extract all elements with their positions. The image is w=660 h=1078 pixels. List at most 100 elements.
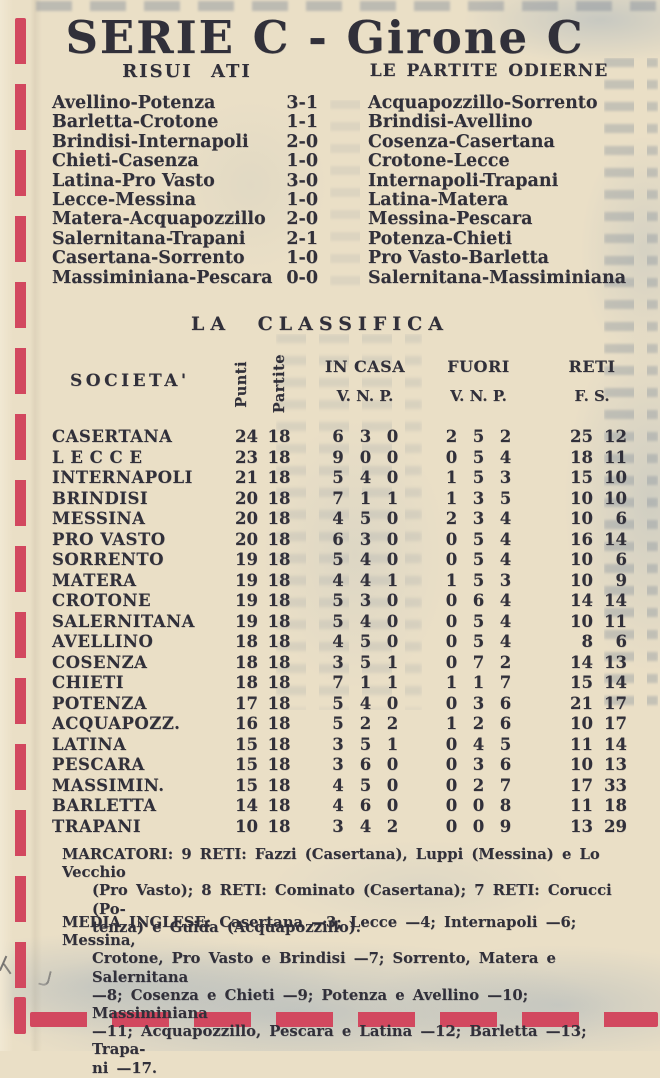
away-losses: 5 — [499, 734, 512, 754]
average-line: MEDIA INGLESE: Casertana —3; Lecce —4; I… — [62, 914, 577, 950]
away-wins: 0 — [445, 734, 458, 754]
fixture-row: Cosenza-Casertana — [368, 131, 638, 152]
standings-row: POTENZA 17 18 5 4 0 0 3 6 21 17 — [52, 694, 627, 715]
fixture-teams: Potenza-Chieti — [368, 228, 513, 249]
result-teams: Barletta-Crotone — [52, 112, 219, 133]
away-draws: 4 — [472, 734, 485, 754]
goals-for: 15 — [570, 673, 593, 692]
home-losses: 0 — [386, 447, 399, 467]
away-losses: 4 — [499, 529, 512, 549]
home-wins: 4 — [332, 570, 344, 590]
home-losses: 0 — [386, 550, 399, 569]
points: 21 — [235, 468, 258, 487]
home-draws: 5 — [359, 632, 372, 651]
results-heading: RISUI ATI — [122, 61, 252, 82]
away-wins: 1 — [445, 570, 458, 590]
column-header-club: SOCIETA' — [70, 371, 190, 391]
goals-against: 14 — [604, 734, 627, 754]
club-name: PRO VASTO — [52, 529, 166, 549]
fixture-teams: Cosenza-Casertana — [368, 131, 555, 152]
standings-row: L E C C E 23 18 9 0 0 0 5 4 18 11 — [52, 448, 627, 469]
played: 18 — [267, 714, 291, 733]
points: 19 — [235, 611, 258, 631]
home-draws: 5 — [359, 652, 372, 672]
result-teams: Brindisi-Internapoli — [52, 131, 249, 152]
played: 18 — [267, 447, 291, 467]
standings-row: INTERNAPOLI 21 18 5 4 0 1 5 3 15 10 — [52, 468, 627, 489]
played: 18 — [267, 632, 291, 651]
column-subheader-home-wdl: V. N. P. — [336, 387, 394, 405]
away-losses: 9 — [499, 816, 512, 836]
away-wins: 0 — [445, 632, 458, 651]
goals-for: 18 — [570, 447, 593, 467]
standings-row: ACQUAPOZZ. 16 18 5 2 2 1 2 6 10 17 — [52, 714, 627, 735]
away-draws: 3 — [472, 755, 485, 774]
away-wins: 0 — [445, 816, 458, 836]
goals-against: 29 — [604, 816, 627, 836]
standings-row: SALERNITANA 19 18 5 4 0 0 5 4 10 11 — [52, 612, 627, 633]
result-row: Brindisi-Internapoli 2-0 — [52, 131, 318, 152]
standings-row: PRO VASTO 20 18 6 3 0 0 5 4 16 14 — [52, 530, 627, 551]
standings-row: MESSINA 20 18 4 5 0 2 3 4 10 6 — [52, 509, 627, 530]
standings-row: PESCARA 15 18 3 6 0 0 3 6 10 13 — [52, 755, 627, 776]
goals-for: 10 — [570, 755, 593, 774]
standings-row: SORRENTO 19 18 5 4 0 0 5 4 10 6 — [52, 550, 627, 571]
goals-for: 14 — [570, 652, 593, 672]
column-header-away: FUORI — [447, 357, 510, 376]
points: 15 — [235, 755, 258, 774]
goals-against: 17 — [604, 693, 627, 713]
away-wins: 0 — [445, 529, 458, 549]
away-wins: 1 — [445, 488, 458, 508]
goals-against: 17 — [604, 714, 627, 733]
away-wins: 0 — [445, 447, 458, 467]
standings-heading: LA CLASSIFICA — [190, 313, 450, 335]
club-name: CROTONE — [52, 591, 152, 610]
fixture-row: Internapoli-Trapani — [368, 171, 638, 191]
away-draws: 5 — [472, 611, 485, 631]
goals-against: 33 — [604, 775, 627, 795]
away-draws: 1 — [472, 673, 485, 692]
away-draws: 6 — [472, 591, 485, 610]
goals-against: 6 — [615, 632, 627, 651]
result-row: Matera-Acquapozzillo 2-0 — [52, 209, 318, 229]
result-teams: Latina-Pro Vasto — [52, 170, 215, 191]
away-losses: 2 — [499, 652, 512, 672]
home-losses: 1 — [386, 734, 399, 754]
goals-against: 12 — [604, 427, 627, 446]
goals-for: 14 — [570, 591, 593, 610]
home-wins: 4 — [332, 775, 344, 795]
home-draws: 5 — [359, 775, 372, 795]
standings-row: BARLETTA 14 18 4 6 0 0 0 8 11 18 — [52, 796, 627, 817]
away-draws: 2 — [472, 714, 485, 733]
points: 20 — [235, 488, 258, 508]
away-losses: 6 — [499, 714, 512, 733]
home-wins: 3 — [332, 816, 344, 836]
club-name: INTERNAPOLI — [52, 468, 193, 487]
result-score: 2-0 — [286, 131, 318, 152]
home-losses: 1 — [386, 488, 399, 508]
english-average-note: MEDIA INGLESE: Casertana —3; Lecce —4; I… — [62, 914, 632, 1078]
home-draws: 4 — [359, 611, 372, 631]
red-dashed-cut-line-bottom — [30, 1012, 658, 1027]
played: 18 — [267, 427, 291, 446]
result-row: Massiminiana-Pescara 0-0 — [52, 268, 318, 288]
result-teams: Casertana-Sorrento — [52, 248, 245, 269]
fixture-row: Latina-Matera — [368, 190, 638, 210]
club-name: PESCARA — [52, 755, 145, 774]
played: 18 — [267, 488, 291, 508]
standings-row: BRINDISI 20 18 7 1 1 1 3 5 10 10 — [52, 489, 627, 510]
home-losses: 0 — [386, 755, 399, 774]
fixture-teams: Pro Vasto-Barletta — [368, 248, 549, 269]
column-subheader-away-wdl: V. N. P. — [450, 387, 507, 405]
result-score: 3-0 — [286, 170, 318, 191]
away-wins: 0 — [445, 693, 458, 713]
fixture-teams: Messina-Pescara — [368, 209, 533, 230]
result-teams: Chieti-Casenza — [52, 151, 199, 172]
points: 19 — [235, 550, 258, 569]
home-losses: 0 — [386, 775, 399, 795]
result-row: Lecce-Messina 1-0 — [52, 190, 318, 210]
away-losses: 4 — [499, 550, 512, 569]
played: 18 — [267, 591, 291, 610]
goals-for: 10 — [570, 714, 593, 733]
home-wins: 3 — [332, 652, 344, 672]
